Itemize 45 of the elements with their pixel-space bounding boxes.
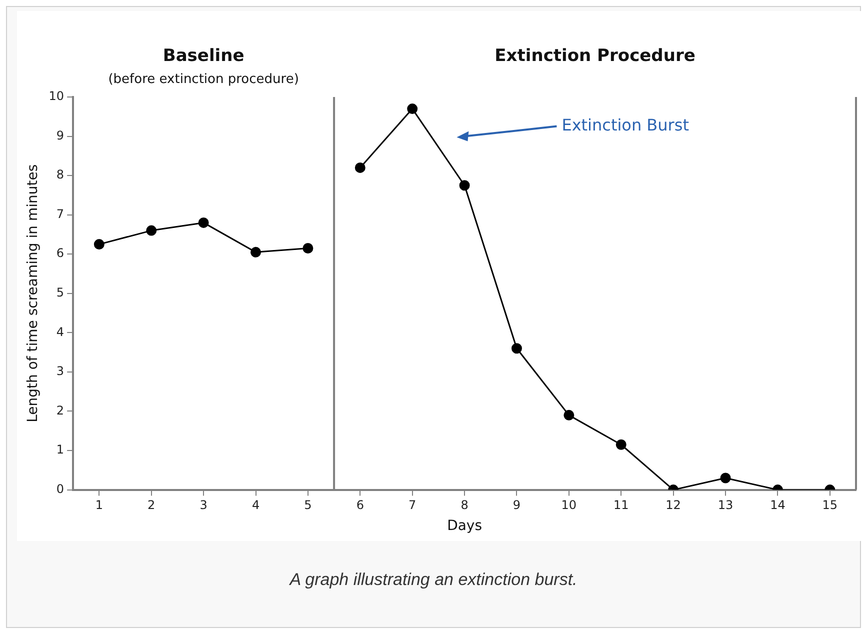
x-tick-label: 11 — [613, 498, 629, 512]
point — [354, 162, 366, 173]
x-tick-label: 4 — [252, 498, 260, 512]
point — [511, 343, 522, 354]
x-tick-label: 1 — [95, 498, 103, 512]
point — [250, 246, 262, 258]
y-axis-title: Length of time screaming in minutes — [25, 164, 42, 422]
x-tick-label: 3 — [200, 498, 208, 512]
x-tick-label: 9 — [512, 498, 521, 512]
point — [564, 410, 574, 420]
y-tick-label: 9 — [56, 128, 64, 142]
y-tick-label: 6 — [56, 246, 64, 260]
x-tick-label: 12 — [666, 498, 681, 512]
point — [302, 242, 314, 254]
text: (before extinction procedure) — [108, 72, 299, 87]
y-tick-label: 7 — [56, 206, 64, 221]
x-tick-label: 2 — [148, 498, 156, 512]
x-tick-label: 5 — [304, 498, 312, 512]
y-tick-label: 10 — [48, 89, 64, 104]
point — [198, 217, 209, 228]
text: Baseline — [162, 46, 244, 66]
x-tick-label: 14 — [770, 498, 786, 512]
y-tick-label: 4 — [56, 324, 64, 339]
x-axis-title: Days — [447, 518, 482, 534]
y-tick-label: 0 — [56, 482, 64, 496]
y-tick-label: 8 — [56, 168, 64, 182]
x-tick-label: 10 — [561, 498, 577, 512]
x-tick-label: 8 — [460, 498, 468, 512]
text: A graph illustrating an extinction burst. — [288, 569, 578, 591]
point — [616, 439, 626, 450]
x-tick-label: 15 — [822, 498, 838, 512]
point — [720, 472, 731, 484]
text: Extinction Procedure — [494, 46, 696, 66]
annotation: Extinction Burst — [562, 115, 689, 134]
x-tick-label: 7 — [408, 498, 416, 512]
x-tick-label: 6 — [356, 498, 364, 512]
y-tick-label: 3 — [56, 364, 64, 378]
x-tick-label: 13 — [718, 498, 734, 512]
point — [407, 104, 418, 114]
point — [146, 225, 157, 236]
y-tick-label: 5 — [56, 286, 64, 300]
point — [94, 239, 104, 250]
y-tick-label: 1 — [56, 442, 64, 457]
point — [459, 180, 470, 191]
y-tick-label: 2 — [56, 403, 64, 418]
